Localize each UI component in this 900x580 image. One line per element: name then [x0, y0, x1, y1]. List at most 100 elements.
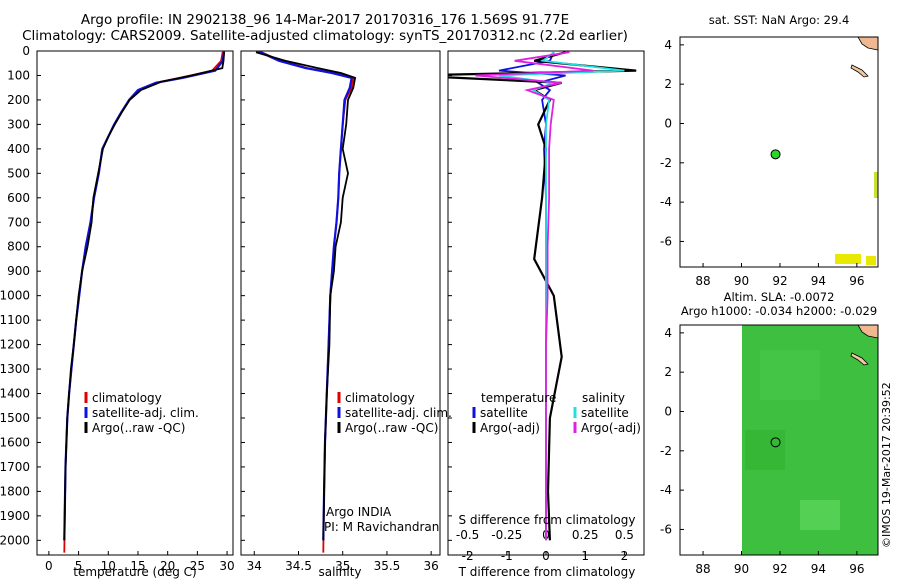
sst-map-title: sat. SST: NaN Argo: 29.4: [709, 13, 850, 27]
sla-map-y-tick-label: -2: [660, 444, 672, 458]
sst-yellow-patch: [874, 172, 878, 198]
t-diff-tick-label: 0: [542, 549, 550, 563]
sst-map-y-tick-label: -6: [660, 234, 672, 248]
sla-map-y-tick-label: 0: [664, 404, 672, 418]
sst-map-y-tick-label: -2: [660, 156, 672, 170]
s-diff-satellite-line: [498, 51, 625, 541]
depth-tick-label: 1800: [0, 484, 30, 498]
sst-map-y-tick-label: 4: [664, 38, 672, 52]
depth-tick-label: 1200: [0, 338, 30, 352]
sla-map-y-tick-label: 2: [664, 365, 672, 379]
sst-map-x-tick-label: 96: [849, 274, 864, 288]
salinity-tick-label: 35: [335, 559, 350, 573]
pi-label: PI: M Ravichandran: [324, 520, 439, 534]
sst-yellow-patch: [835, 254, 861, 264]
sla-map-x-tick-label: 92: [772, 562, 787, 576]
temperature-xlabel: temperature (deg C): [73, 565, 196, 579]
t-diff-tick-label: -1: [501, 549, 513, 563]
argo-program-label: Argo INDIA: [326, 505, 392, 519]
depth-tick-label: 1900: [0, 509, 30, 523]
sla-map-x-tick-label: 88: [695, 562, 710, 576]
temperature-tick-label: 0: [45, 559, 53, 573]
sst-map-x-tick-label: 92: [772, 274, 787, 288]
temperature-tick-label: 25: [190, 559, 205, 573]
temperature-legend-label: climatology: [92, 391, 162, 405]
sst-map-x-tick-label: 94: [811, 274, 826, 288]
diff-salinity-legend-label: satellite: [581, 406, 629, 420]
salinity-legend-label: satellite-adj. clim.: [345, 406, 452, 420]
coast-sumatra: [857, 36, 879, 51]
temp-argo-line: [63, 52, 225, 541]
depth-tick-label: 2000: [0, 533, 30, 547]
chart-title-line1: Argo profile: IN 2902138_96 14-Mar-2017 …: [80, 12, 570, 28]
depth-tick-label: 0: [22, 44, 30, 58]
sst-yellow-patch: [866, 256, 876, 265]
sla-map-title-2: Argo h1000: -0.034 h2000: -0.029: [681, 304, 877, 318]
argo-position-marker: [770, 149, 781, 160]
sla-map-y-tick-label: 4: [664, 326, 672, 340]
temperature-tick-label: 20: [160, 559, 175, 573]
depth-tick-label: 500: [7, 166, 30, 180]
depth-tick-label: 1300: [0, 362, 30, 376]
sst-map-panel: [679, 36, 879, 268]
t-diff-tick-label: 2: [621, 549, 629, 563]
depth-tick-label: 1000: [0, 289, 30, 303]
salinity-tick-label: 34: [247, 559, 262, 573]
sla-map-title-1: Altim. SLA: -0.0072: [724, 290, 835, 304]
sla-patch: [760, 350, 820, 400]
temperature-tick-label: 10: [101, 559, 116, 573]
sal-argo-line: [255, 51, 357, 541]
temperature-tick-label: 15: [130, 559, 145, 573]
sst-map-x-tick-label: 90: [734, 274, 749, 288]
diff-legend-head: salinity: [582, 391, 625, 405]
diff-salinity-legend-label: Argo(-adj): [581, 421, 641, 435]
depth-tick-label: 700: [7, 215, 30, 229]
temperature-panel: [36, 50, 234, 556]
chart-title-line2: Climatology: CARS2009. Satellite-adjuste…: [22, 28, 628, 44]
depth-tick-label: 1400: [0, 387, 30, 401]
depth-tick-label: 400: [7, 142, 30, 156]
depth-tick-label: 100: [7, 68, 30, 82]
salinity-tick-label: 35.5: [374, 559, 401, 573]
credit-text: ©IMOS 19-Mar-2017 20:39:52: [880, 382, 893, 548]
t-diff-tick-label: 1: [581, 549, 589, 563]
sst-map-y-tick-label: 2: [664, 77, 672, 91]
s-diff-tick-label: -0.25: [491, 528, 522, 542]
sla-map-x-tick-label: 96: [849, 562, 864, 576]
sal-climatology-line: [258, 51, 355, 553]
s-diff-tick-label: -0.5: [456, 528, 479, 542]
t-diff-tick-label: -2: [462, 549, 474, 563]
sal-satellite-line: [257, 51, 353, 541]
sst-map-y-tick-label: 0: [664, 116, 672, 130]
s-diff-tick-label: 0.5: [615, 528, 634, 542]
sla-map-x-tick-label: 90: [734, 562, 749, 576]
temperature-tick-label: 30: [219, 559, 234, 573]
sla-map-panel: [679, 324, 879, 556]
t-diff-xlabel: T difference from climatology: [458, 565, 636, 579]
sla-map-y-tick-label: -4: [660, 483, 672, 497]
s-diff-argo-line: [475, 51, 594, 541]
island-icon: [850, 352, 869, 366]
salinity-legend-label: climatology: [345, 391, 415, 405]
s-diff-tick-label: 0.25: [572, 528, 599, 542]
depth-tick-label: 900: [7, 264, 30, 278]
depth-tick-label: 1500: [0, 411, 30, 425]
diff-legend-head: temperature: [481, 391, 556, 405]
salinity-tick-label: 34.5: [285, 559, 312, 573]
salinity-legend-label: Argo(..raw -QC): [345, 421, 438, 435]
depth-tick-label: 600: [7, 191, 30, 205]
salinity-tick-label: 36: [424, 559, 439, 573]
s-diff-label: S difference from climatology: [459, 513, 636, 527]
sla-patch: [745, 430, 785, 470]
t-diff-satellite-line: [498, 51, 566, 541]
temperature-legend-label: Argo(..raw -QC): [92, 421, 185, 435]
depth-tick-label: 1100: [0, 313, 30, 327]
diff-temperature-legend-label: Argo(-adj): [480, 421, 540, 435]
island-icon: [850, 64, 869, 78]
depth-tick-label: 1600: [0, 435, 30, 449]
depth-tick-label: 1700: [0, 460, 30, 474]
argo-position-marker: [770, 437, 781, 448]
sla-patch: [800, 500, 840, 530]
temp-satellite-line: [63, 51, 226, 541]
